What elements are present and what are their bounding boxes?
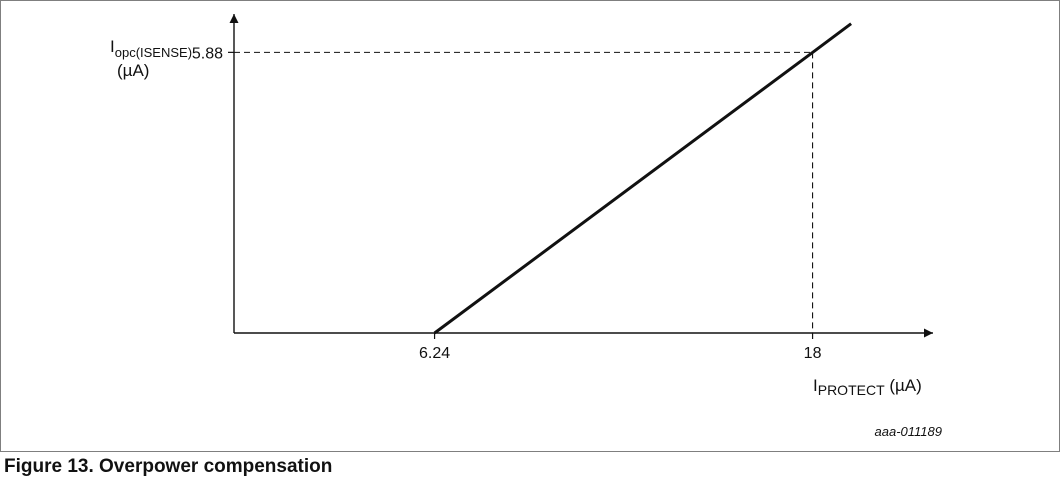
x-axis-label-subscript: PROTECT <box>818 382 885 398</box>
figure-id: aaa-011189 <box>875 424 942 439</box>
figure-caption: Figure 13. Overpower compensation <box>4 456 333 477</box>
x-tick-label: 6.24 <box>419 345 450 362</box>
x-tick-label: 18 <box>804 345 822 362</box>
y-axis-label: Iopc(ISENSE) <box>110 37 192 60</box>
y-axis-unit: (µA) <box>117 61 149 80</box>
figure-frame: 6.24 185.88 Iopc(ISENSE) (µA) IPROTECT (µ… <box>0 0 1060 452</box>
x-axis-label: IPROTECT (µA) <box>813 376 922 398</box>
x-axis-label-main: I <box>813 376 818 395</box>
y-tick-label: 5.88 <box>192 45 223 62</box>
y-axis-label-main: I <box>110 37 115 56</box>
tick-group: 6.24 18 5.88 <box>192 45 822 362</box>
x-axis-label-unit: (µA) <box>885 376 922 395</box>
figure-border <box>0 0 1060 452</box>
series-line <box>433 22 852 335</box>
y-axis-label-subscript: opc(ISENSE) <box>115 45 192 60</box>
